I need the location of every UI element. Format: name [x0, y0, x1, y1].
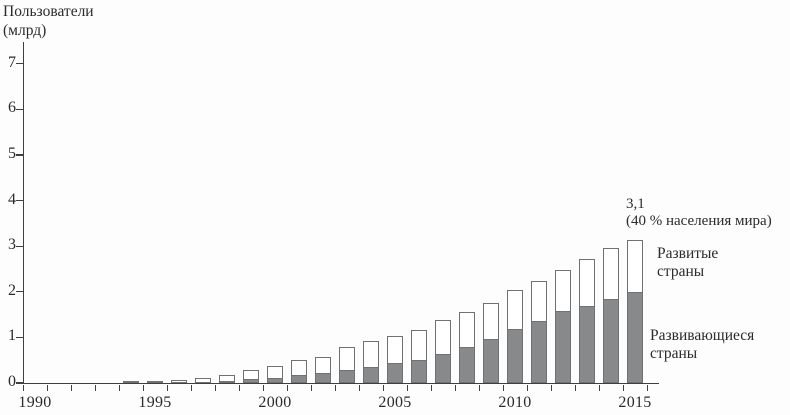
x-tick-label: 2015 — [618, 394, 652, 411]
x-tick — [263, 384, 265, 391]
bar-2012-developing — [555, 311, 571, 383]
bar-2004-developed — [363, 341, 379, 367]
bar-2004-developing — [363, 367, 379, 383]
bar-1994-developed — [123, 381, 139, 382]
x-tick — [335, 384, 337, 391]
x-tick — [455, 384, 457, 391]
bar-2013-developed — [579, 259, 595, 306]
x-tick — [23, 384, 25, 391]
label-developing-countries: Развивающиеся страны — [650, 327, 755, 362]
bar-2015-developed — [627, 240, 643, 292]
y-tick-label: 5 — [8, 145, 16, 162]
y-tick — [16, 154, 23, 156]
y-tick — [16, 245, 23, 247]
y-tick-label: 7 — [8, 53, 16, 71]
x-tick — [191, 384, 193, 391]
y-tick — [16, 200, 23, 202]
bar-2000-developing — [267, 378, 283, 383]
y-tick — [16, 291, 23, 293]
bar-1999-developed — [243, 370, 259, 379]
bar-2014-developing — [603, 299, 619, 383]
y-tick — [16, 63, 23, 65]
x-tick-label: 2000 — [258, 394, 292, 411]
x-tick — [71, 384, 73, 391]
bar-2006-developing — [411, 360, 427, 383]
bar-2014-developed — [603, 248, 619, 299]
bar-2008-developing — [459, 347, 475, 383]
x-tick — [47, 384, 49, 391]
bar-2002-developing — [315, 373, 331, 383]
x-tick-label: 1995 — [138, 394, 172, 411]
label-developed-countries: Развитые страны — [657, 245, 719, 280]
x-tick — [623, 384, 625, 391]
x-tick — [407, 384, 409, 391]
y-tick — [16, 108, 23, 111]
x-tick — [599, 384, 601, 391]
x-tick — [239, 384, 241, 391]
bar-2010-developed — [507, 290, 523, 329]
bar-1996-developed — [171, 380, 187, 382]
y-axis-title-line2: (млрд) — [3, 22, 47, 39]
x-tick — [551, 384, 553, 391]
bar-2001-developed — [291, 360, 307, 375]
bar-2012-developed — [555, 270, 571, 311]
bar-2001-developing — [291, 375, 307, 383]
peak-share-label: (40 % населения мира) — [626, 213, 772, 229]
bar-2002-developed — [315, 357, 331, 373]
bar-2009-developed — [483, 303, 499, 339]
bar-2007-developed — [435, 320, 451, 354]
bar-2005-developing — [387, 363, 403, 383]
bar-1998-developed — [219, 375, 235, 381]
bar-2013-developing — [579, 306, 595, 383]
bar-2011-developing — [531, 321, 547, 383]
y-axis-title: Пользователи (млрд) — [3, 2, 94, 40]
plot-area — [23, 42, 659, 384]
y-tick-label: 2 — [8, 281, 16, 299]
x-tick-label: 2010 — [498, 394, 532, 411]
x-tick — [311, 384, 313, 391]
x-tick-label: 2005 — [378, 394, 412, 411]
y-tick — [16, 336, 23, 339]
bar-2008-developed — [459, 312, 475, 347]
bar-2003-developing — [339, 370, 355, 383]
x-tick — [143, 384, 145, 391]
y-tick-label: 0 — [8, 373, 16, 390]
bar-1999-developing — [243, 379, 259, 383]
y-axis-title-line1: Пользователи — [3, 3, 94, 20]
x-tick-label: 1990 — [18, 394, 52, 411]
bar-2009-developing — [483, 339, 499, 383]
x-tick — [167, 384, 169, 391]
bar-2000-developed — [267, 366, 283, 378]
x-tick — [95, 384, 97, 391]
y-tick — [16, 382, 23, 384]
bar-2010-developing — [507, 329, 523, 383]
x-tick — [647, 384, 649, 391]
x-tick — [119, 384, 121, 391]
peak-value-label: 3,1 — [626, 196, 645, 212]
bar-2005-developed — [387, 336, 403, 363]
bar-1998-developing — [219, 381, 235, 383]
x-tick — [503, 384, 505, 391]
y-tick-label: 3 — [8, 236, 16, 254]
bar-2003-developed — [339, 347, 355, 370]
x-tick — [287, 384, 289, 391]
bar-2006-developed — [411, 330, 427, 360]
y-tick-label: 6 — [8, 99, 16, 117]
x-tick — [431, 384, 433, 391]
x-tick — [575, 384, 577, 391]
y-tick-label: 1 — [8, 327, 16, 345]
peak-value-annotation: 3,1 (40 % населения мира) — [626, 196, 772, 230]
bar-2011-developed — [531, 281, 547, 321]
x-tick — [359, 384, 361, 391]
x-tick — [383, 384, 385, 391]
bar-1997-developed — [195, 378, 211, 382]
bar-2015-developing — [627, 292, 643, 383]
x-tick — [479, 384, 481, 391]
bar-1995-developed — [147, 381, 163, 382]
x-tick — [527, 384, 529, 391]
bar-2007-developing — [435, 354, 451, 383]
x-tick — [215, 384, 217, 391]
y-tick-label: 4 — [8, 190, 16, 208]
